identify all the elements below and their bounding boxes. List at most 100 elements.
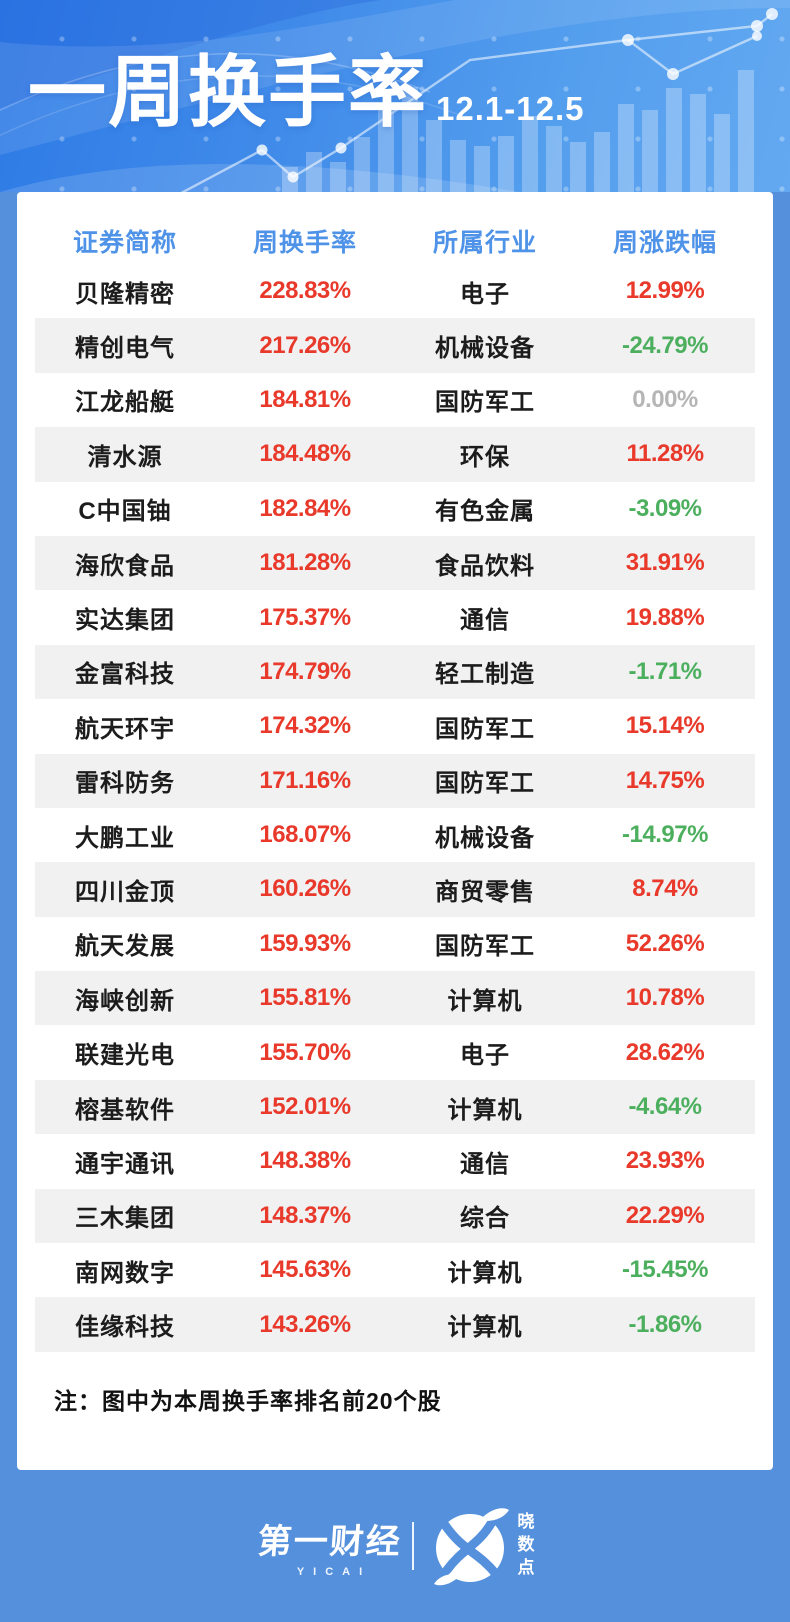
turnover-value: 184.81% xyxy=(259,385,351,413)
table-row: 三木集团 148.37% 综合 22.29% xyxy=(35,1188,755,1244)
table-row: 雷科防务 171.16% 国防军工 14.75% xyxy=(35,753,755,808)
turnover-value: 159.93% xyxy=(259,929,351,957)
turnover-value: 174.32% xyxy=(259,712,351,740)
turnover-value: 174.79% xyxy=(259,657,351,685)
turnover-value: 181.28% xyxy=(259,549,351,577)
table-row: 四川金顶 160.26% 商贸零售 8.74% xyxy=(35,862,755,917)
stock-name: 精创电气 xyxy=(75,335,175,363)
change-value: -1.71% xyxy=(628,657,702,685)
table-row: 精创电气 217.26% 机械设备 -24.79% xyxy=(35,318,755,373)
table-row: 联建光电 155.70% 电子 28.62% xyxy=(35,1025,755,1079)
change-value: -24.79% xyxy=(622,331,708,359)
industry-name: 国防军工 xyxy=(435,770,535,798)
change-value: 10.78% xyxy=(625,984,705,1012)
table-row: 航天发展 159.93% 国防军工 52.26% xyxy=(35,917,755,971)
brand-bar: 第一财经 YICAI 晓数点 xyxy=(256,1504,534,1588)
column-header-turnover: 周换手率 xyxy=(252,229,357,257)
column-header-stock: 证券简称 xyxy=(72,229,177,257)
stock-name: 海峡创新 xyxy=(75,987,175,1015)
stock-name: 四川金顶 xyxy=(75,878,175,906)
turnover-value: 155.70% xyxy=(259,1038,351,1066)
industry-name: 国防军工 xyxy=(435,933,535,961)
industry-name: 通信 xyxy=(460,607,510,635)
turnover-value: 184.48% xyxy=(259,440,351,468)
change-value: 31.91% xyxy=(625,549,705,577)
industry-name: 机械设备 xyxy=(435,824,535,852)
industry-name: 通信 xyxy=(460,1150,510,1178)
stock-name: 清水源 xyxy=(87,443,163,471)
stock-name: 榕基软件 xyxy=(75,1096,175,1124)
xiaoshudian-logo-text: 晓数点 xyxy=(514,1511,534,1581)
page-title: 一周换手率 xyxy=(28,48,429,136)
change-value: -1.86% xyxy=(628,1310,702,1338)
table-row: 大鹏工业 168.07% 机械设备 -14.97% xyxy=(35,808,755,862)
stock-name: 江龙船艇 xyxy=(75,389,175,417)
table-row: 海欣食品 181.28% 食品饮料 31.91% xyxy=(35,535,755,591)
turnover-value: 175.37% xyxy=(259,603,351,631)
turnover-value: 217.26% xyxy=(259,331,351,359)
industry-name: 计算机 xyxy=(447,1314,523,1342)
change-value: 0.00% xyxy=(632,385,698,413)
stock-name: 南网数字 xyxy=(75,1259,175,1287)
table-row: 清水源 184.48% 环保 11.28% xyxy=(35,427,755,482)
table-row: 江龙船艇 184.81% 国防军工 0.00% xyxy=(35,373,755,427)
stock-name: 雷科防务 xyxy=(75,770,175,798)
industry-name: 商贸零售 xyxy=(435,878,535,906)
header-decoration xyxy=(0,0,790,192)
change-value: -3.09% xyxy=(628,494,702,522)
industry-name: 计算机 xyxy=(447,1259,523,1287)
header-title-row: 一周换手率 12.1-12.5 xyxy=(28,48,585,136)
data-card: 证券简称 周换手率 所属行业 周涨跌幅 贝隆精密 228.83% 电子 12.9… xyxy=(17,192,773,1470)
stock-name: 金富科技 xyxy=(75,661,175,689)
table-row: 贝隆精密 228.83% 电子 12.99% xyxy=(35,264,755,318)
turnover-value: 152.01% xyxy=(259,1093,351,1121)
turnover-value: 148.37% xyxy=(259,1201,351,1229)
table-row: 佳缘科技 143.26% 计算机 -1.86% xyxy=(35,1297,755,1352)
change-value: 52.26% xyxy=(625,929,705,957)
change-value: 15.14% xyxy=(625,712,705,740)
change-value: -4.64% xyxy=(628,1093,702,1121)
industry-name: 综合 xyxy=(460,1205,510,1233)
change-value: 12.99% xyxy=(625,277,705,305)
change-value: 28.62% xyxy=(625,1038,705,1066)
turnover-value: 145.63% xyxy=(259,1256,351,1284)
line-chart-nodes xyxy=(256,8,778,183)
stock-name: 佳缘科技 xyxy=(75,1314,175,1342)
footnote: 注：图中为本周换手率排名前20个股 xyxy=(54,1387,442,1414)
industry-name: 有色金属 xyxy=(435,498,535,526)
stock-name: 大鹏工业 xyxy=(75,824,175,852)
industry-name: 国防军工 xyxy=(435,389,535,417)
turnover-value: 168.07% xyxy=(259,821,351,849)
stock-name: 航天环宇 xyxy=(75,715,175,743)
table-row: C中国铀 182.84% 有色金属 -3.09% xyxy=(35,482,755,536)
stock-name: 实达集团 xyxy=(75,607,175,635)
table-row: 海峡创新 155.81% 计算机 10.78% xyxy=(35,971,755,1026)
table-row: 南网数字 145.63% 计算机 -15.45% xyxy=(35,1243,755,1297)
header-banner: 一周换手率 12.1-12.5 xyxy=(0,0,790,192)
table-body: 贝隆精密 228.83% 电子 12.99% 精创电气 217.26% 机械设备… xyxy=(35,264,755,1352)
industry-name: 轻工制造 xyxy=(435,661,535,689)
change-value: 14.75% xyxy=(625,766,705,794)
industry-name: 环保 xyxy=(460,443,510,471)
turnover-value: 171.16% xyxy=(259,766,351,794)
industry-name: 食品饮料 xyxy=(435,552,535,580)
turnover-value: 148.38% xyxy=(259,1147,351,1175)
table-row: 航天环宇 174.32% 国防军工 15.14% xyxy=(35,699,755,753)
turnover-value: 228.83% xyxy=(259,277,351,305)
industry-name: 计算机 xyxy=(447,1096,523,1124)
xiaoshudian-logo-icon xyxy=(433,1508,509,1586)
brand-divider xyxy=(411,1522,414,1570)
table-header-row: 证券简称 周换手率 所属行业 周涨跌幅 xyxy=(35,218,755,264)
industry-name: 国防军工 xyxy=(435,715,535,743)
stock-name: C中国铀 xyxy=(78,498,172,526)
date-range: 12.1-12.5 xyxy=(436,89,585,127)
change-value: -15.45% xyxy=(622,1256,708,1284)
column-header-industry: 所属行业 xyxy=(432,229,537,257)
yicai-logo: 第一财经 YICAI xyxy=(256,1514,403,1578)
change-value: 22.29% xyxy=(625,1201,705,1229)
stock-name: 通宇通讯 xyxy=(75,1150,175,1178)
stock-name: 航天发展 xyxy=(75,933,175,961)
change-value: 19.88% xyxy=(625,603,705,631)
turnover-value: 160.26% xyxy=(259,875,351,903)
